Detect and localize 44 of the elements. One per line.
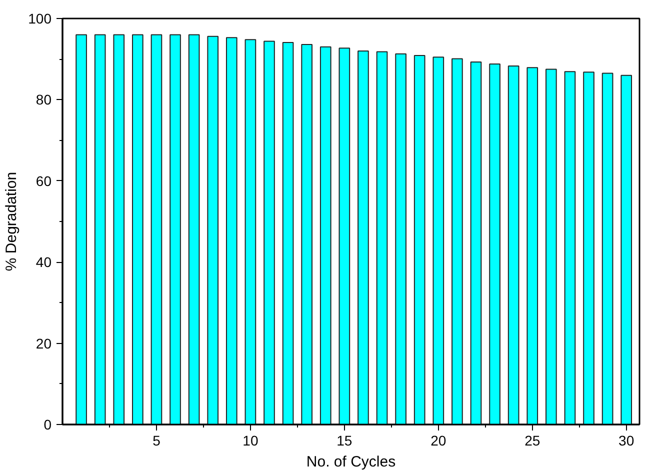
bar [432,56,444,424]
bar [282,42,294,424]
bar [376,51,388,424]
y-tick-label: 0 [44,416,52,432]
y-tick-label: 80 [36,92,52,108]
y-tick-label: 100 [28,10,52,26]
bar [320,46,332,424]
bar [470,61,482,424]
x-tick-label: 30 [618,432,634,448]
bar [94,34,106,424]
bar [76,34,87,424]
bar [414,54,426,424]
y-tick-label: 40 [36,254,52,270]
x-axis-title: No. of Cycles [306,454,396,470]
bar [150,34,162,424]
bar [207,36,219,424]
bar [301,44,312,424]
y-tick-label: 60 [36,172,52,189]
bar [358,50,369,424]
bar [170,34,181,424]
x-tick-label: 20 [430,432,446,448]
x-tick-label: 5 [152,432,161,448]
bar [620,74,632,424]
x-tick-label: 10 [242,432,258,448]
bar [489,63,500,424]
x-tick-label: 25 [524,432,540,448]
bar [526,67,538,424]
bar [244,39,256,424]
bar [264,40,275,424]
bar [545,68,557,424]
bar [338,48,350,424]
bar [226,37,238,424]
bar [452,58,463,424]
bar [583,72,594,424]
bar [602,72,614,424]
bar [113,34,125,424]
bar [188,34,200,424]
y-axis-title: % Degradation [3,172,20,272]
x-tick-label: 15 [336,432,352,448]
bar [395,53,406,424]
bar [132,34,144,424]
bar [564,71,576,424]
y-tick-label: 20 [36,335,52,352]
bar [508,66,520,424]
